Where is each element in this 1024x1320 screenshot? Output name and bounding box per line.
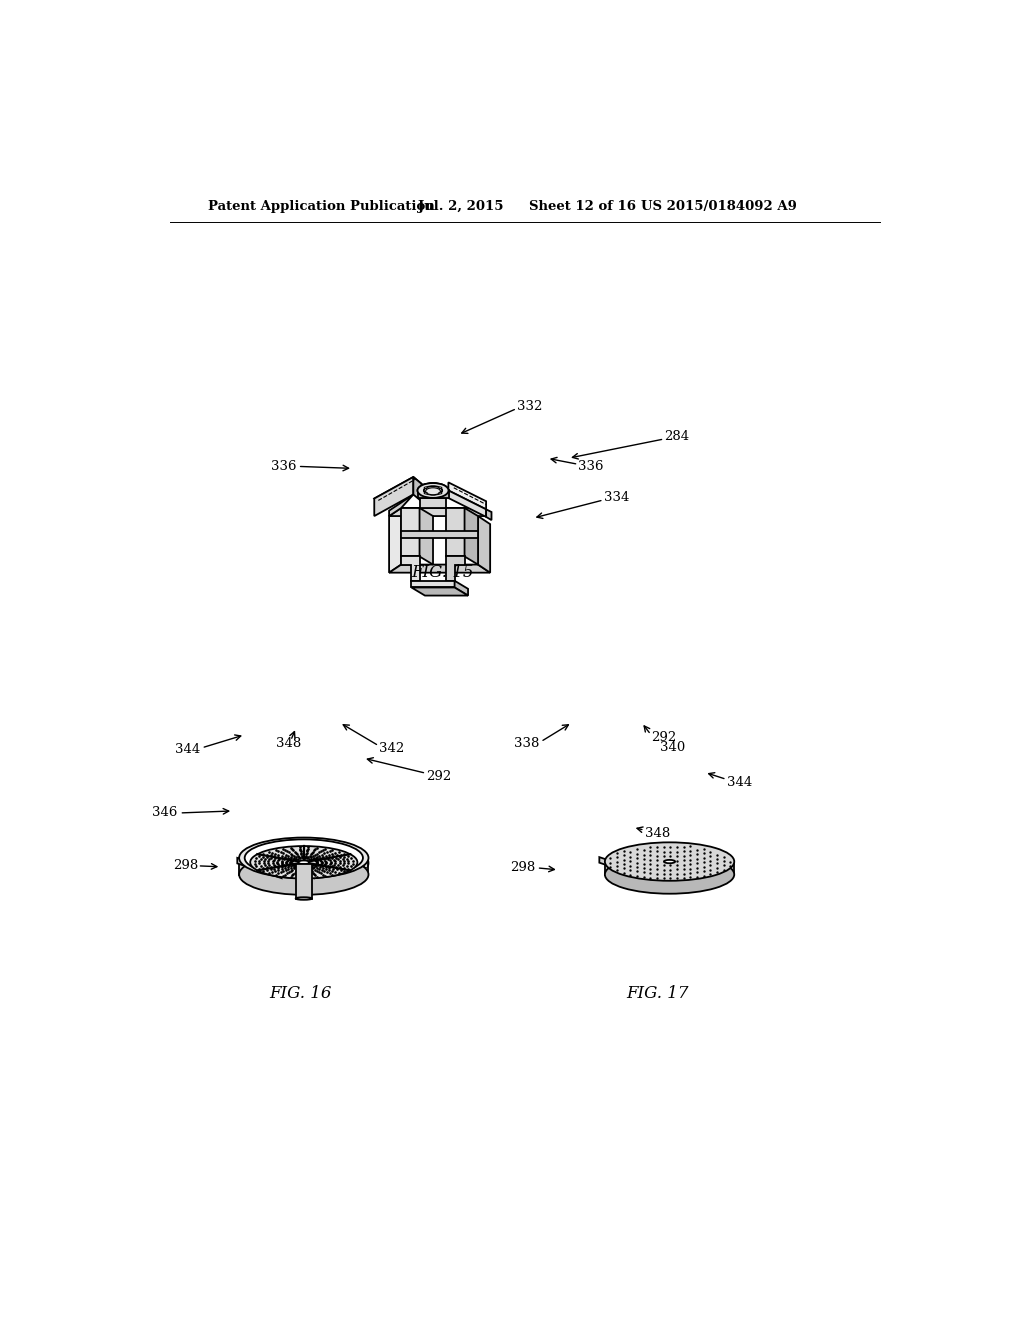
Text: 336: 336 xyxy=(270,459,296,473)
Text: 332: 332 xyxy=(517,400,543,413)
Text: 292: 292 xyxy=(426,770,452,783)
Ellipse shape xyxy=(424,487,427,488)
Polygon shape xyxy=(414,477,422,502)
Ellipse shape xyxy=(240,854,369,895)
Text: 344: 344 xyxy=(175,743,200,756)
Polygon shape xyxy=(412,581,455,587)
Polygon shape xyxy=(449,491,486,517)
Polygon shape xyxy=(465,508,478,565)
Polygon shape xyxy=(374,477,422,506)
Text: 300: 300 xyxy=(686,863,712,876)
Ellipse shape xyxy=(418,483,449,498)
Polygon shape xyxy=(486,510,492,520)
Polygon shape xyxy=(449,482,486,510)
Text: 344: 344 xyxy=(727,776,752,789)
Ellipse shape xyxy=(605,855,734,894)
Text: FIG. 15: FIG. 15 xyxy=(411,564,473,581)
Polygon shape xyxy=(478,516,490,573)
Polygon shape xyxy=(605,862,734,875)
Polygon shape xyxy=(418,491,449,498)
Ellipse shape xyxy=(311,874,318,876)
Polygon shape xyxy=(420,508,433,565)
Polygon shape xyxy=(389,495,414,516)
Polygon shape xyxy=(455,581,468,595)
Ellipse shape xyxy=(605,842,734,880)
Text: 284: 284 xyxy=(665,430,689,444)
Polygon shape xyxy=(599,857,644,878)
Text: Patent Application Publication: Patent Application Publication xyxy=(208,199,434,213)
Polygon shape xyxy=(401,531,478,537)
Ellipse shape xyxy=(240,838,369,878)
Ellipse shape xyxy=(418,483,449,498)
Polygon shape xyxy=(389,508,401,573)
Polygon shape xyxy=(389,508,490,516)
Text: US 2015/0184092 A9: US 2015/0184092 A9 xyxy=(641,199,798,213)
Ellipse shape xyxy=(424,492,427,494)
Text: 348: 348 xyxy=(275,738,301,750)
Polygon shape xyxy=(238,858,282,878)
Ellipse shape xyxy=(438,492,442,494)
Ellipse shape xyxy=(438,487,442,488)
Text: 300: 300 xyxy=(345,858,371,871)
Polygon shape xyxy=(374,477,414,516)
Text: 340: 340 xyxy=(660,742,686,755)
Ellipse shape xyxy=(426,488,440,495)
Text: 338: 338 xyxy=(514,738,539,750)
Text: 342: 342 xyxy=(379,742,404,755)
Polygon shape xyxy=(681,861,727,878)
Polygon shape xyxy=(296,865,312,899)
Polygon shape xyxy=(420,498,446,508)
Text: Sheet 12 of 16: Sheet 12 of 16 xyxy=(528,199,636,213)
Ellipse shape xyxy=(298,861,309,865)
Text: 348: 348 xyxy=(645,826,670,840)
Text: 334: 334 xyxy=(603,491,629,504)
Ellipse shape xyxy=(250,846,357,879)
Polygon shape xyxy=(446,557,465,581)
Text: 346: 346 xyxy=(153,807,178,820)
Text: 336: 336 xyxy=(579,459,604,473)
Polygon shape xyxy=(446,508,465,557)
Polygon shape xyxy=(315,859,359,878)
Text: 298: 298 xyxy=(173,859,199,873)
Text: FIG. 17: FIG. 17 xyxy=(626,986,688,1002)
Polygon shape xyxy=(412,587,468,595)
Text: FIG. 16: FIG. 16 xyxy=(269,986,332,1002)
Polygon shape xyxy=(401,557,420,581)
Polygon shape xyxy=(389,565,490,573)
Ellipse shape xyxy=(664,859,675,863)
Ellipse shape xyxy=(245,840,362,876)
Text: 292: 292 xyxy=(651,731,676,744)
Polygon shape xyxy=(240,858,369,875)
Ellipse shape xyxy=(424,486,442,495)
Text: Jul. 2, 2015: Jul. 2, 2015 xyxy=(419,199,504,213)
Polygon shape xyxy=(401,508,420,557)
Text: 298: 298 xyxy=(510,862,536,874)
Ellipse shape xyxy=(296,898,312,900)
